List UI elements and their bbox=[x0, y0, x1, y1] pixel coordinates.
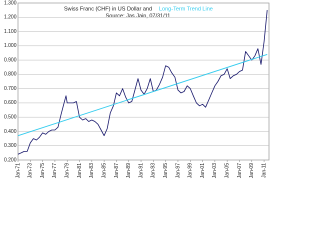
x-tick-label: Jan-75 bbox=[40, 163, 46, 179]
trend-line bbox=[17, 53, 268, 137]
series-line bbox=[17, 10, 268, 155]
plot-frame bbox=[17, 2, 270, 161]
x-tick-label: Jan-93 bbox=[151, 163, 157, 179]
x-tick-label: Jan-83 bbox=[89, 163, 95, 179]
chart-subtitle: Source: Jas Jain, 07/31/11 bbox=[106, 13, 171, 19]
x-tick-label: Jan-87 bbox=[114, 163, 120, 179]
y-tick-label: 1.200 bbox=[4, 15, 17, 21]
y-tick-label: 0.900 bbox=[4, 57, 17, 63]
x-tick-label: Jan-85 bbox=[101, 163, 107, 179]
x-tick-label: Jan-09 bbox=[249, 163, 255, 179]
x-tick-label: Jan-03 bbox=[212, 163, 218, 179]
x-tick-label: Jan-73 bbox=[28, 163, 34, 179]
y-tick-label: 1.000 bbox=[4, 43, 17, 49]
trend-label: Long-Term Trend Line bbox=[159, 6, 213, 12]
y-tick-label: 0.200 bbox=[4, 157, 17, 163]
x-tick-label: Jan-07 bbox=[237, 163, 243, 179]
y-tick-label: 0.600 bbox=[4, 100, 17, 106]
chart-title: Swiss Franc (CHF) in US Dollar and bbox=[64, 6, 152, 12]
x-tick-label: Jan-91 bbox=[138, 163, 144, 179]
x-tick-label: Jan-89 bbox=[126, 163, 132, 179]
y-tick-label: 1.300 bbox=[4, 0, 17, 6]
y-tick-label: 1.100 bbox=[4, 29, 17, 35]
x-tick-label: Jan-11 bbox=[261, 163, 267, 178]
x-tick-label: Jan-95 bbox=[163, 163, 169, 179]
x-tick-label: Jan-77 bbox=[52, 163, 58, 179]
y-tick-label: 0.800 bbox=[4, 72, 17, 78]
y-tick-label: 0.500 bbox=[4, 115, 17, 121]
x-tick-label: Jan-79 bbox=[65, 163, 71, 179]
y-tick-label: 0.700 bbox=[4, 86, 17, 92]
y-tick-label: 0.300 bbox=[4, 143, 17, 149]
y-tick-label: 0.400 bbox=[4, 129, 17, 135]
x-tick-label: Jan-05 bbox=[224, 163, 230, 179]
x-tick-label: Jan-97 bbox=[175, 163, 181, 179]
chart: Swiss Franc (CHF) in US Dollar and Long-… bbox=[4, 0, 270, 179]
x-tick-label: Jan-01 bbox=[200, 163, 206, 179]
x-tick-label: Jan-71 bbox=[15, 163, 21, 179]
x-tick-label: Jan-99 bbox=[188, 163, 194, 179]
x-tick-label: Jan-81 bbox=[77, 163, 83, 179]
